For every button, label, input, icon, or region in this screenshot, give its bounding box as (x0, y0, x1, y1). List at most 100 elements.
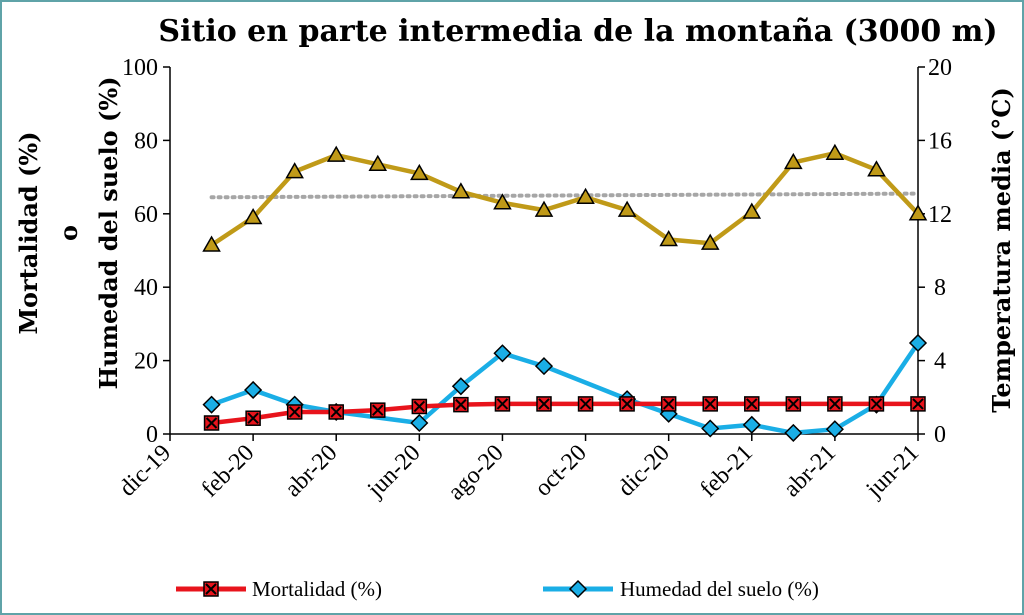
x-square-cross (496, 398, 509, 410)
y-left-tick-label: 60 (134, 202, 158, 228)
x-square-marker (619, 396, 635, 412)
x-square-cross (870, 398, 883, 410)
diamond-marker (742, 415, 761, 434)
x-square-marker (868, 396, 885, 412)
x-square-marker (245, 410, 261, 426)
x-square-cross (330, 406, 342, 418)
x-square-cross (247, 412, 259, 424)
legend-marker-humedad (568, 579, 588, 599)
diamond-marker (701, 419, 720, 438)
diamond-marker (202, 395, 221, 414)
triangle-marker (202, 235, 221, 252)
diamond-marker (410, 413, 429, 433)
x-tick-label: feb-21 (695, 440, 758, 503)
x-square-marker (203, 415, 220, 431)
y-left-label-line1: Mortalidad (%) (14, 131, 43, 334)
x-square-marker (785, 396, 802, 412)
x-square-cross (662, 398, 675, 410)
right-y-ticks: 0 4 8 12 16 20 (918, 55, 952, 448)
x-tick-label: ago-20 (443, 440, 509, 506)
y-right-tick-label: 12 (928, 202, 952, 228)
y-left-tick-label: 80 (134, 128, 158, 154)
x-square-marker (536, 396, 552, 412)
x-square-marker (660, 396, 677, 412)
series-3 (209, 191, 920, 200)
y-left-tick-label: 100 (122, 55, 158, 81)
triangle-marker (451, 182, 471, 199)
x-square-marker (494, 396, 511, 412)
triangle-marker (368, 154, 388, 172)
triangle-marker (326, 145, 346, 162)
x-ticks: dic-19 feb-20 abr-20 jun-20 ago-20 oct-20 dic-… (115, 434, 924, 506)
x-tick-label: dic-19 (115, 440, 177, 502)
y-left-tick-label: 40 (134, 275, 158, 301)
series-3-line (209, 191, 920, 200)
x-square-marker (411, 398, 428, 415)
x-square-cross (829, 398, 841, 410)
legend-label-humedad: Humedad del suelo (%) (620, 577, 819, 601)
x-square-marker (827, 396, 843, 412)
triangle-marker (784, 152, 803, 170)
y-right-label: Temperatura media (°C) (987, 87, 1016, 412)
y-right-tick-label: 0 (934, 422, 946, 448)
diamond-marker (784, 423, 803, 442)
x-square-cross (912, 398, 924, 410)
diamond-marker (534, 357, 554, 376)
triangle-marker (617, 200, 637, 217)
x-square-cross (787, 398, 800, 410)
axes (169, 67, 919, 435)
x-tick-label: feb-20 (197, 440, 260, 503)
triangle-marker (410, 163, 429, 181)
x-tick-label: jun-20 (362, 440, 425, 503)
diamond-marker (451, 377, 470, 396)
triangle-marker (285, 162, 304, 179)
y-right-tick-label: 20 (928, 55, 952, 81)
x-square-marker (702, 396, 718, 412)
x-square-cross (413, 400, 426, 413)
triangle-marker (700, 233, 720, 250)
plot-area (202, 143, 928, 442)
y-right-tick-label: 16 (928, 128, 952, 154)
legend: Mortalidad (%) Humedad del suelo (%) (176, 577, 819, 601)
x-square-marker (370, 402, 386, 418)
legend-label-mortalidad: Mortalidad (%) (252, 577, 382, 601)
triangle-marker (659, 229, 678, 247)
y-left-tick-label: 20 (134, 349, 158, 375)
triangle-marker (576, 187, 595, 205)
x-square-cross (455, 398, 467, 411)
diamond-marker (493, 344, 512, 363)
series-1 (202, 333, 928, 442)
x-square-cross (538, 398, 550, 410)
diamond-marker (825, 420, 844, 439)
x-tick-label: abr-20 (280, 440, 342, 502)
left-y-ticks: 0 20 40 60 80 100 (122, 55, 170, 448)
triangle-marker (243, 207, 263, 225)
x-square-marker (577, 396, 594, 412)
legend-marker-mortalidad (203, 581, 219, 597)
y-right-tick-label: 4 (934, 349, 946, 375)
y-right-tick-label: 8 (934, 275, 946, 301)
triangle-marker (534, 200, 554, 217)
diamond-marker (244, 380, 263, 400)
x-square-cross (579, 398, 592, 410)
x-square-marker (286, 404, 303, 420)
series-0 (203, 396, 926, 431)
x-square-cross (746, 398, 758, 410)
triangle-marker (742, 202, 762, 219)
series-2 (202, 143, 928, 252)
chart-title: Sitio en parte intermedia de la montaña … (158, 14, 997, 49)
x-tick-label: oct-20 (530, 440, 592, 502)
x-square-cross (372, 404, 384, 416)
x-square-cross (288, 406, 301, 418)
x-square-marker (910, 396, 926, 412)
triangle-marker (867, 160, 886, 177)
triangle-marker (493, 193, 512, 210)
triangle-marker (908, 204, 928, 221)
y-left-label-line3: Humedad del suelo (%) (94, 76, 123, 389)
diamond-marker (908, 333, 928, 353)
x-square-cross (621, 398, 633, 410)
x-square-marker (744, 396, 760, 412)
x-square-marker (453, 396, 469, 413)
series-1-line (210, 341, 920, 436)
